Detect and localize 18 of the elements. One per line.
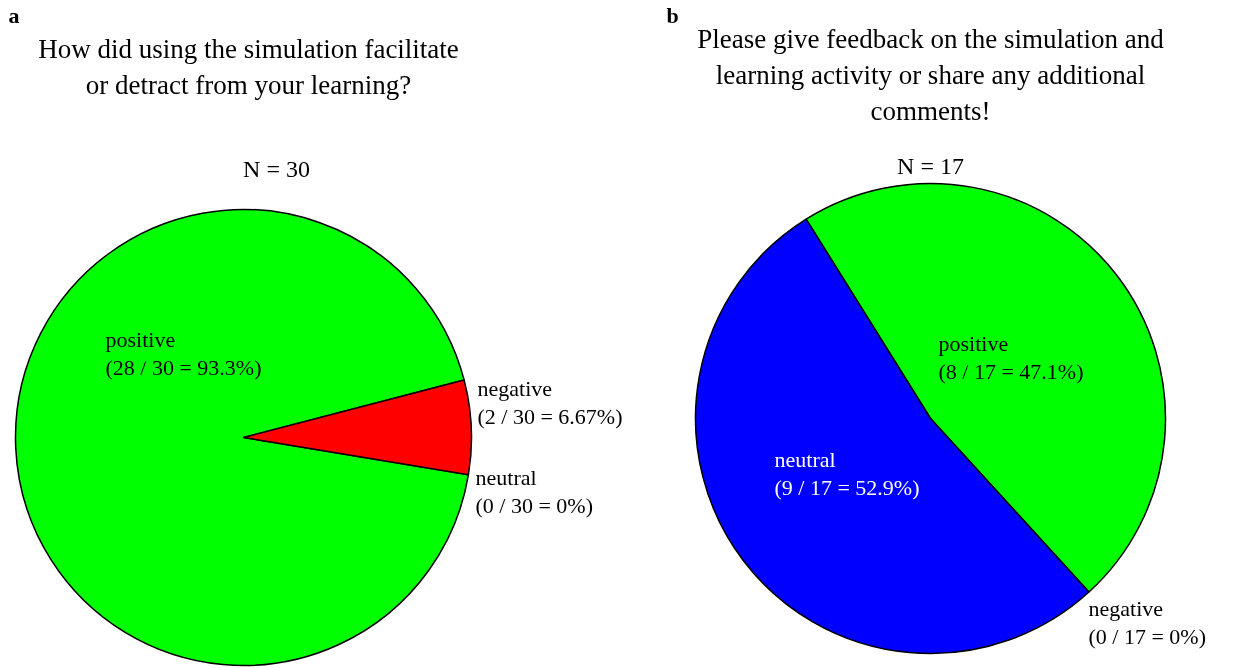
text: a: [8, 2, 20, 28]
chart-subtitle: N = 30: [243, 155, 310, 182]
data-label: (2 / 30 = 6.67%): [477, 404, 623, 430]
chart-subtitle: N = 17: [897, 152, 964, 179]
chart-title: How did using the simulation facilitate or detract from your learning?: [38, 33, 459, 100]
text: b: [666, 2, 679, 28]
text: (0 / 17 = 0%): [1088, 624, 1206, 650]
slice-label: neutral: [774, 446, 836, 472]
chart-title: Please give feedback on the simulation and learning activity or share any additional comments!: [697, 23, 1165, 126]
slice-label: positive: [105, 326, 176, 352]
data-label: (9 / 17 = 52.9%): [774, 475, 920, 501]
text: (0 / 30 = 0%): [475, 493, 593, 519]
slice-label: negative: [477, 375, 553, 401]
category-label: negative: [1088, 595, 1164, 621]
data-label: (28 / 30 = 93.3%): [105, 355, 262, 381]
slice-label: positive: [938, 330, 1009, 356]
data-label: (8 / 17 = 47.1%): [938, 359, 1084, 385]
slice-label: neutral: [475, 464, 537, 490]
